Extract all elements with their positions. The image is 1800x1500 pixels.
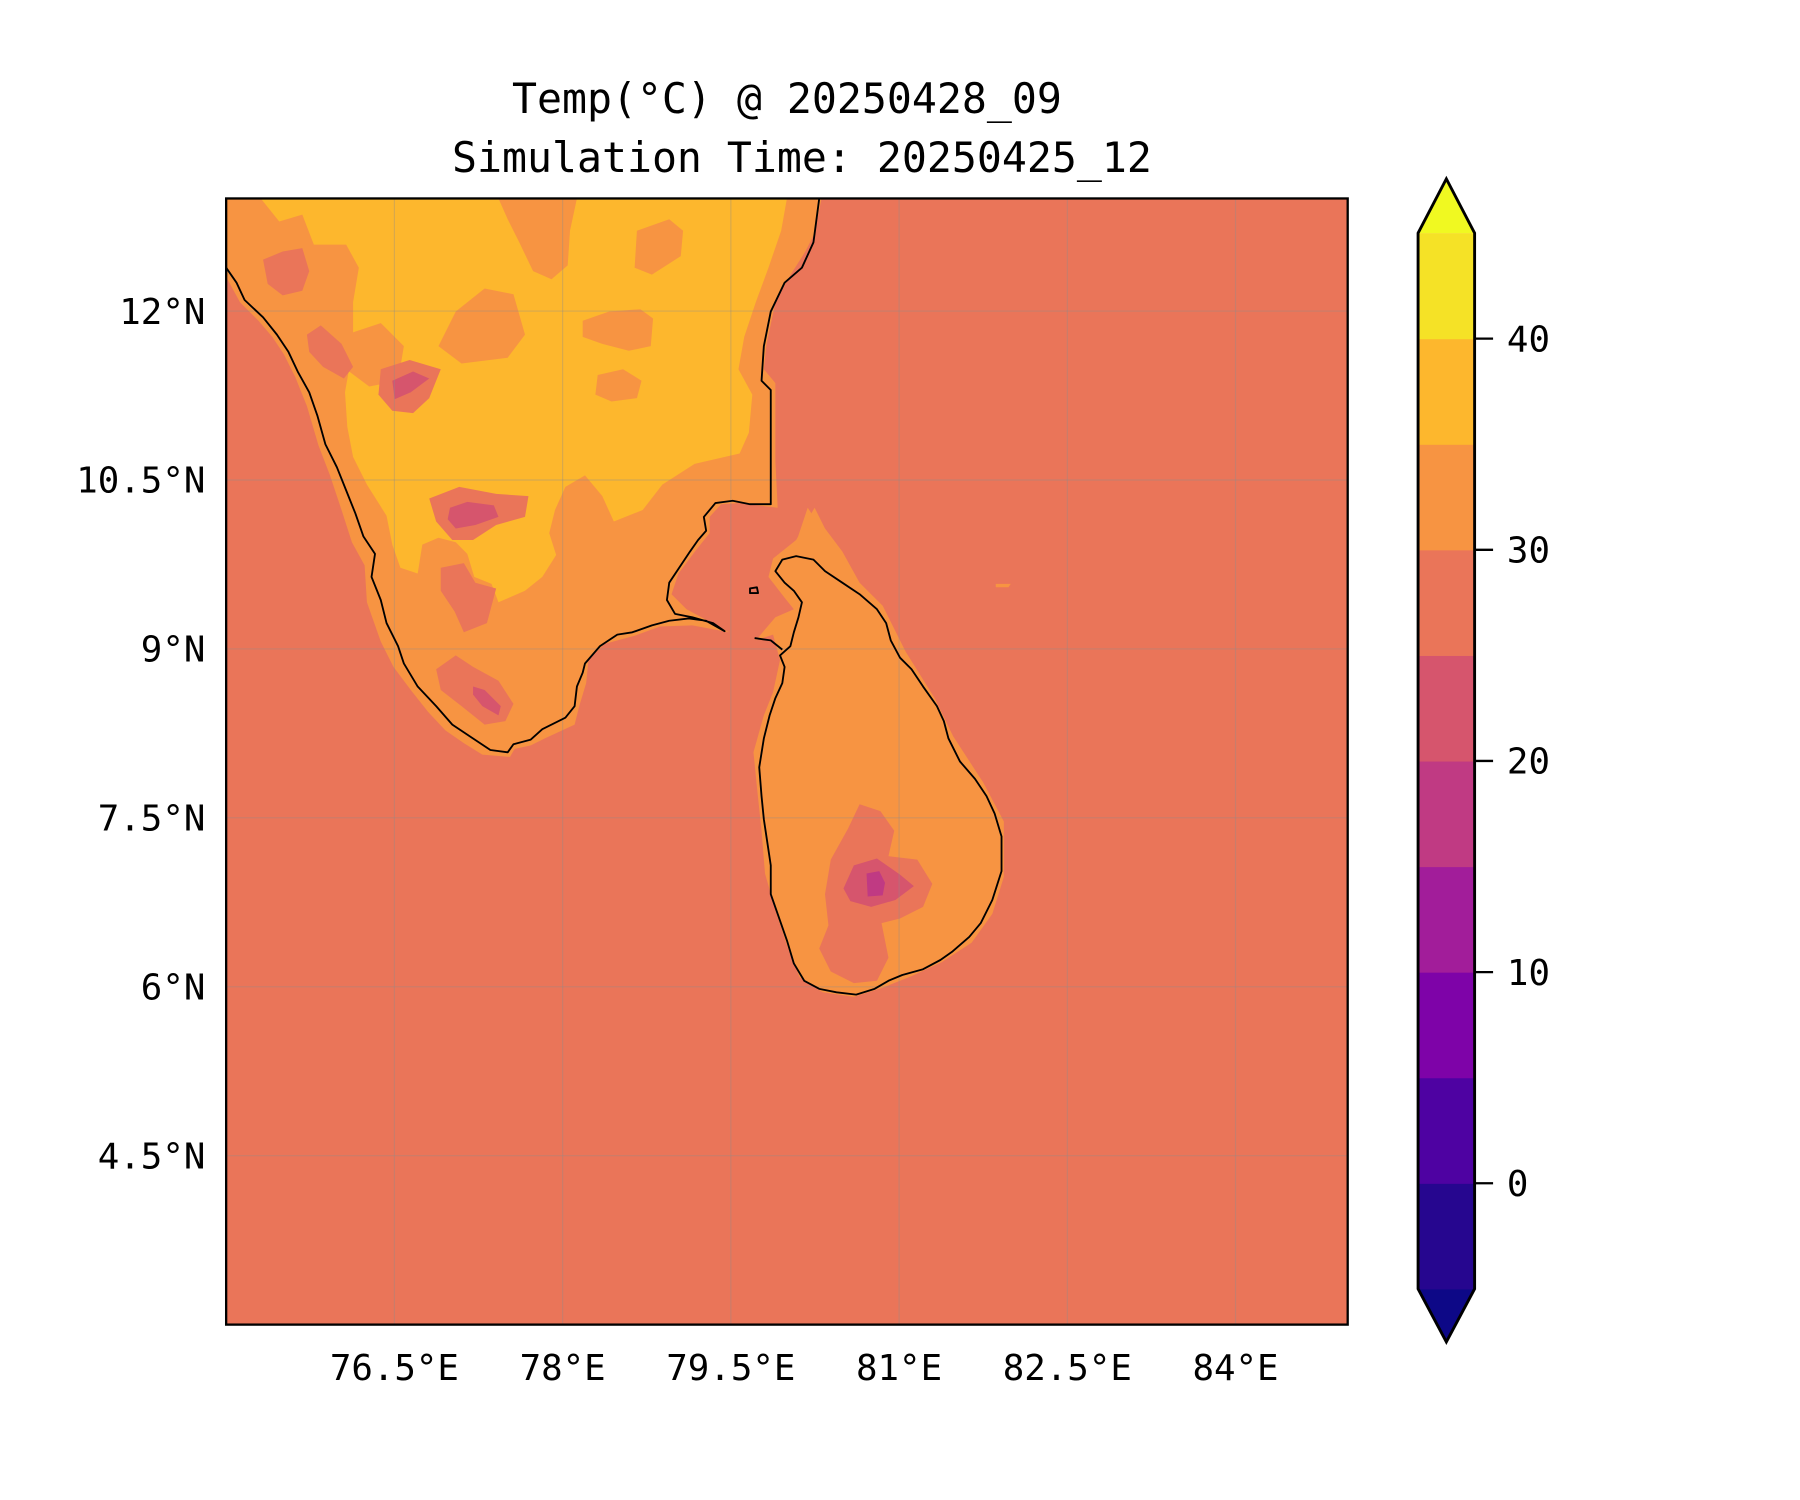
colorbar-extend-over [1418,178,1475,234]
colorbar-tick-label: 10 [1507,953,1550,994]
coastline-sri-lanka [758,555,1003,996]
colorbar-bin [1418,866,1475,973]
x-tick-label: 79.5°E [666,1348,795,1389]
contour-blob [595,369,642,402]
coastline-mannar-island [754,637,783,651]
contour-blob [498,198,577,280]
contour-blob [306,325,354,379]
contour-core-20-25 [447,501,499,529]
colorbar-bin [1418,1183,1475,1290]
x-tick-label: 76.5°E [330,1348,459,1389]
x-tick-label: 82.5°E [1003,1348,1132,1389]
y-tick-label: 12°N [119,292,205,333]
colorbar-bin [1418,549,1475,656]
colorbar-bin [1418,444,1475,551]
colorbar-bin [1418,972,1475,1079]
chart-title: Temp(°C) @ 20250428_09 [512,74,1062,123]
x-tick-label: 81°E [856,1348,942,1389]
x-tick-label: 84°E [1192,1348,1278,1389]
y-tick-label: 4.5°N [98,1136,206,1177]
contour-blob [438,288,525,364]
contour-srilanka-highland-15-20 [866,871,885,897]
colorbar-tick-label: 0 [1507,1164,1529,1205]
y-axis-ticks: 12°N 10.5°N 9°N 7.5°N 6°N 4.5°N [76,292,205,1178]
y-tick-label: 10.5°N [76,461,205,502]
contour-srilanka-30-35 [753,507,1004,997]
contour-blob [995,583,1011,588]
colorbar-tick-label: 30 [1507,531,1550,572]
x-tick-label: 78°E [520,1348,606,1389]
colorbar-bin [1418,338,1475,445]
contour-blob [440,563,497,633]
colorbar-outline [1416,175,1477,1345]
x-axis-ticks: 76.5°E 78°E 79.5°E 81°E 82.5°E 84°E [330,1348,1279,1389]
chart-subtitle: Simulation Time: 20250425_12 [452,133,1152,182]
y-tick-label: 7.5°N [98,799,206,840]
map-area [226,198,1348,1325]
contour-core-20-25 [392,371,430,400]
colorbar-tick-label: 20 [1507,742,1550,783]
contour-india-35-40 [260,198,787,603]
colorbar-tick-label: 40 [1507,319,1550,360]
colorbar-bin [1418,655,1475,762]
colorbar-extend-under [1418,1288,1475,1342]
coastline-islet [749,586,759,594]
coastline-india [226,198,821,754]
gridlines [226,198,1348,1325]
colorbar-bin [1418,760,1475,868]
map-frame [225,197,1349,1326]
colorbar: 0 10 20 30 40 [1416,175,1550,1345]
colorbar-bin [1418,233,1475,340]
contour-blob [634,219,684,275]
contour-core-20-25 [473,686,501,716]
y-tick-label: 9°N [141,630,206,671]
y-tick-label: 6°N [141,967,206,1008]
contour-blob [582,309,654,351]
colorbar-bin [1418,1077,1475,1184]
contour-blob [263,248,310,296]
